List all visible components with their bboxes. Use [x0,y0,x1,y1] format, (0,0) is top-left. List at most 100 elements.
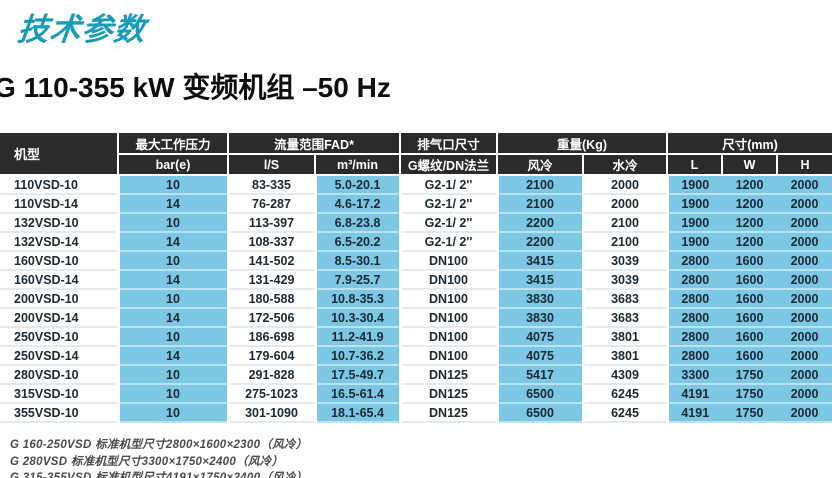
value-cell: 2800 [667,327,722,347]
table-row: 160VSD-14 14 131-429 7.9-25.7 DN100 3415 3039 2… [0,270,832,290]
page-title: 技术参数 [15,12,148,47]
value-cell: 10 [118,289,230,309]
table-row: 200VSD-10 10 180-588 10.8-35.3 DN100 3830 3683… [0,289,832,309]
table-row: 250VSD-14 14 179-604 10.7-36.2 DN100 4075 3801… [0,346,832,366]
subheader-bar: bar(e) [118,154,229,176]
value-cell: DN100 [400,289,499,309]
model-cell: 250VSD-10 [0,327,120,347]
header-dimensions: 尺寸(mm) [667,133,832,155]
header-model: 机型 [0,133,119,176]
value-cell: 10 [118,403,230,423]
value-cell: G2-1/ 2'' [400,175,499,195]
value-cell: G2-1/ 2'' [400,232,499,252]
value-cell: 2200 [497,232,585,252]
table-row: 250VSD-10 10 186-698 11.2-41.9 DN100 4075 3801… [0,327,832,347]
value-cell: 11.2-41.9 [315,327,402,347]
value-cell: 10 [118,365,230,385]
model-cell: 280VSD-10 [0,365,120,385]
subheader-width: W [722,154,778,176]
model-cell: 200VSD-14 [0,308,120,328]
value-cell: 6.8-23.8 [315,213,402,233]
value-cell: 18.1-65.4 [315,403,402,423]
value-cell: G2-1/ 2'' [400,194,499,214]
value-cell: 186-698 [228,327,317,347]
header-outlet-size: 排气口尺寸 [400,133,498,155]
value-cell: 2000 [777,213,832,233]
value-cell: 108-337 [228,232,317,252]
footnote-3: G 315-355VSD 标准机型尺寸4191×1750×2400（风冷） [10,472,308,478]
value-cell: 2000 [777,251,832,271]
value-cell: 1200 [722,175,777,195]
value-cell: 2800 [667,270,722,290]
subheader-ls: l/S [228,154,316,176]
value-cell: 2100 [583,232,669,252]
model-cell: 110VSD-14 [0,194,120,214]
value-cell: 5.0-20.1 [315,175,402,195]
value-cell: 291-828 [228,365,317,385]
value-cell: G2-1/ 2'' [400,213,499,233]
subheader-height: H [777,154,832,176]
value-cell: 2200 [497,213,585,233]
value-cell: 4309 [583,365,669,385]
value-cell: 2800 [667,289,722,309]
value-cell: 2100 [497,175,585,195]
footnote-1: G 160-250VSD 标准机型尺寸2800×1600×2300（风冷） [10,439,308,451]
footnotes: G 160-250VSD 标准机型尺寸2800×1600×2300（风冷） G … [10,437,832,478]
value-cell: 4075 [497,346,585,366]
model-cell: 315VSD-10 [0,384,120,404]
model-cell: 160VSD-10 [0,251,120,271]
value-cell: 1600 [722,251,777,271]
value-cell: 2100 [583,213,669,233]
value-cell: 3039 [583,270,669,290]
value-cell: 2800 [667,346,722,366]
header-max-pressure: 最大工作压力 [118,133,229,155]
value-cell: 2000 [777,175,832,195]
value-cell: 10.7-36.2 [315,346,402,366]
model-cell: 200VSD-10 [0,289,120,309]
value-cell: DN100 [400,308,499,328]
value-cell: 76-287 [228,194,317,214]
value-cell: 1600 [722,327,777,347]
subheader-water-cooled: 水冷 [583,154,668,176]
value-cell: 1750 [722,384,777,404]
value-cell: 6.5-20.2 [315,232,402,252]
header-weight: 重量(Kg) [497,133,668,155]
value-cell: 6500 [497,403,585,423]
value-cell: 10 [118,213,230,233]
value-cell: 17.5-49.7 [315,365,402,385]
value-cell: 4.6-17.2 [315,194,402,214]
value-cell: 7.9-25.7 [315,270,402,290]
value-cell: 3415 [497,251,585,271]
value-cell: 14 [118,270,230,290]
table-row: 160VSD-10 10 141-502 8.5-30.1 DN100 3415 3039 2… [0,251,832,271]
value-cell: 2800 [667,251,722,271]
header-fad-range: 流量范围FAD* [228,133,401,155]
value-cell: 2000 [777,194,832,214]
value-cell: 1900 [667,194,722,214]
value-cell: 1600 [722,346,777,366]
value-cell: 2800 [667,308,722,328]
value-cell: 2000 [777,365,832,385]
table-row: 132VSD-10 10 113-397 6.8-23.8 G2-1/ 2'' 2200 2… [0,213,832,233]
value-cell: 3683 [583,289,669,309]
value-cell: 10.8-35.3 [315,289,402,309]
value-cell: 1200 [722,232,777,252]
value-cell: 2100 [497,194,585,214]
value-cell: 8.5-30.1 [315,251,402,271]
value-cell: 3300 [667,365,722,385]
value-cell: 1600 [722,270,777,290]
header-group-row: 机型 最大工作压力 流量范围FAD* 排气口尺寸 重量(Kg) 尺寸(mm) [0,133,832,176]
value-cell: 2000 [583,175,669,195]
value-cell: 2000 [777,308,832,328]
value-cell: 4075 [497,327,585,347]
subheader-thread-flange: G螺纹/DN法兰 [400,154,498,176]
subheader-air-cooled: 风冷 [497,154,584,176]
value-cell: 3830 [497,308,585,328]
value-cell: 1900 [667,232,722,252]
value-cell: 6500 [497,384,585,404]
model-cell: 132VSD-10 [0,213,120,233]
spec-table: 机型 最大工作压力 流量范围FAD* 排气口尺寸 重量(Kg) 尺寸(mm) b… [0,133,832,423]
value-cell: 3801 [583,346,669,366]
value-cell: 2000 [777,232,832,252]
